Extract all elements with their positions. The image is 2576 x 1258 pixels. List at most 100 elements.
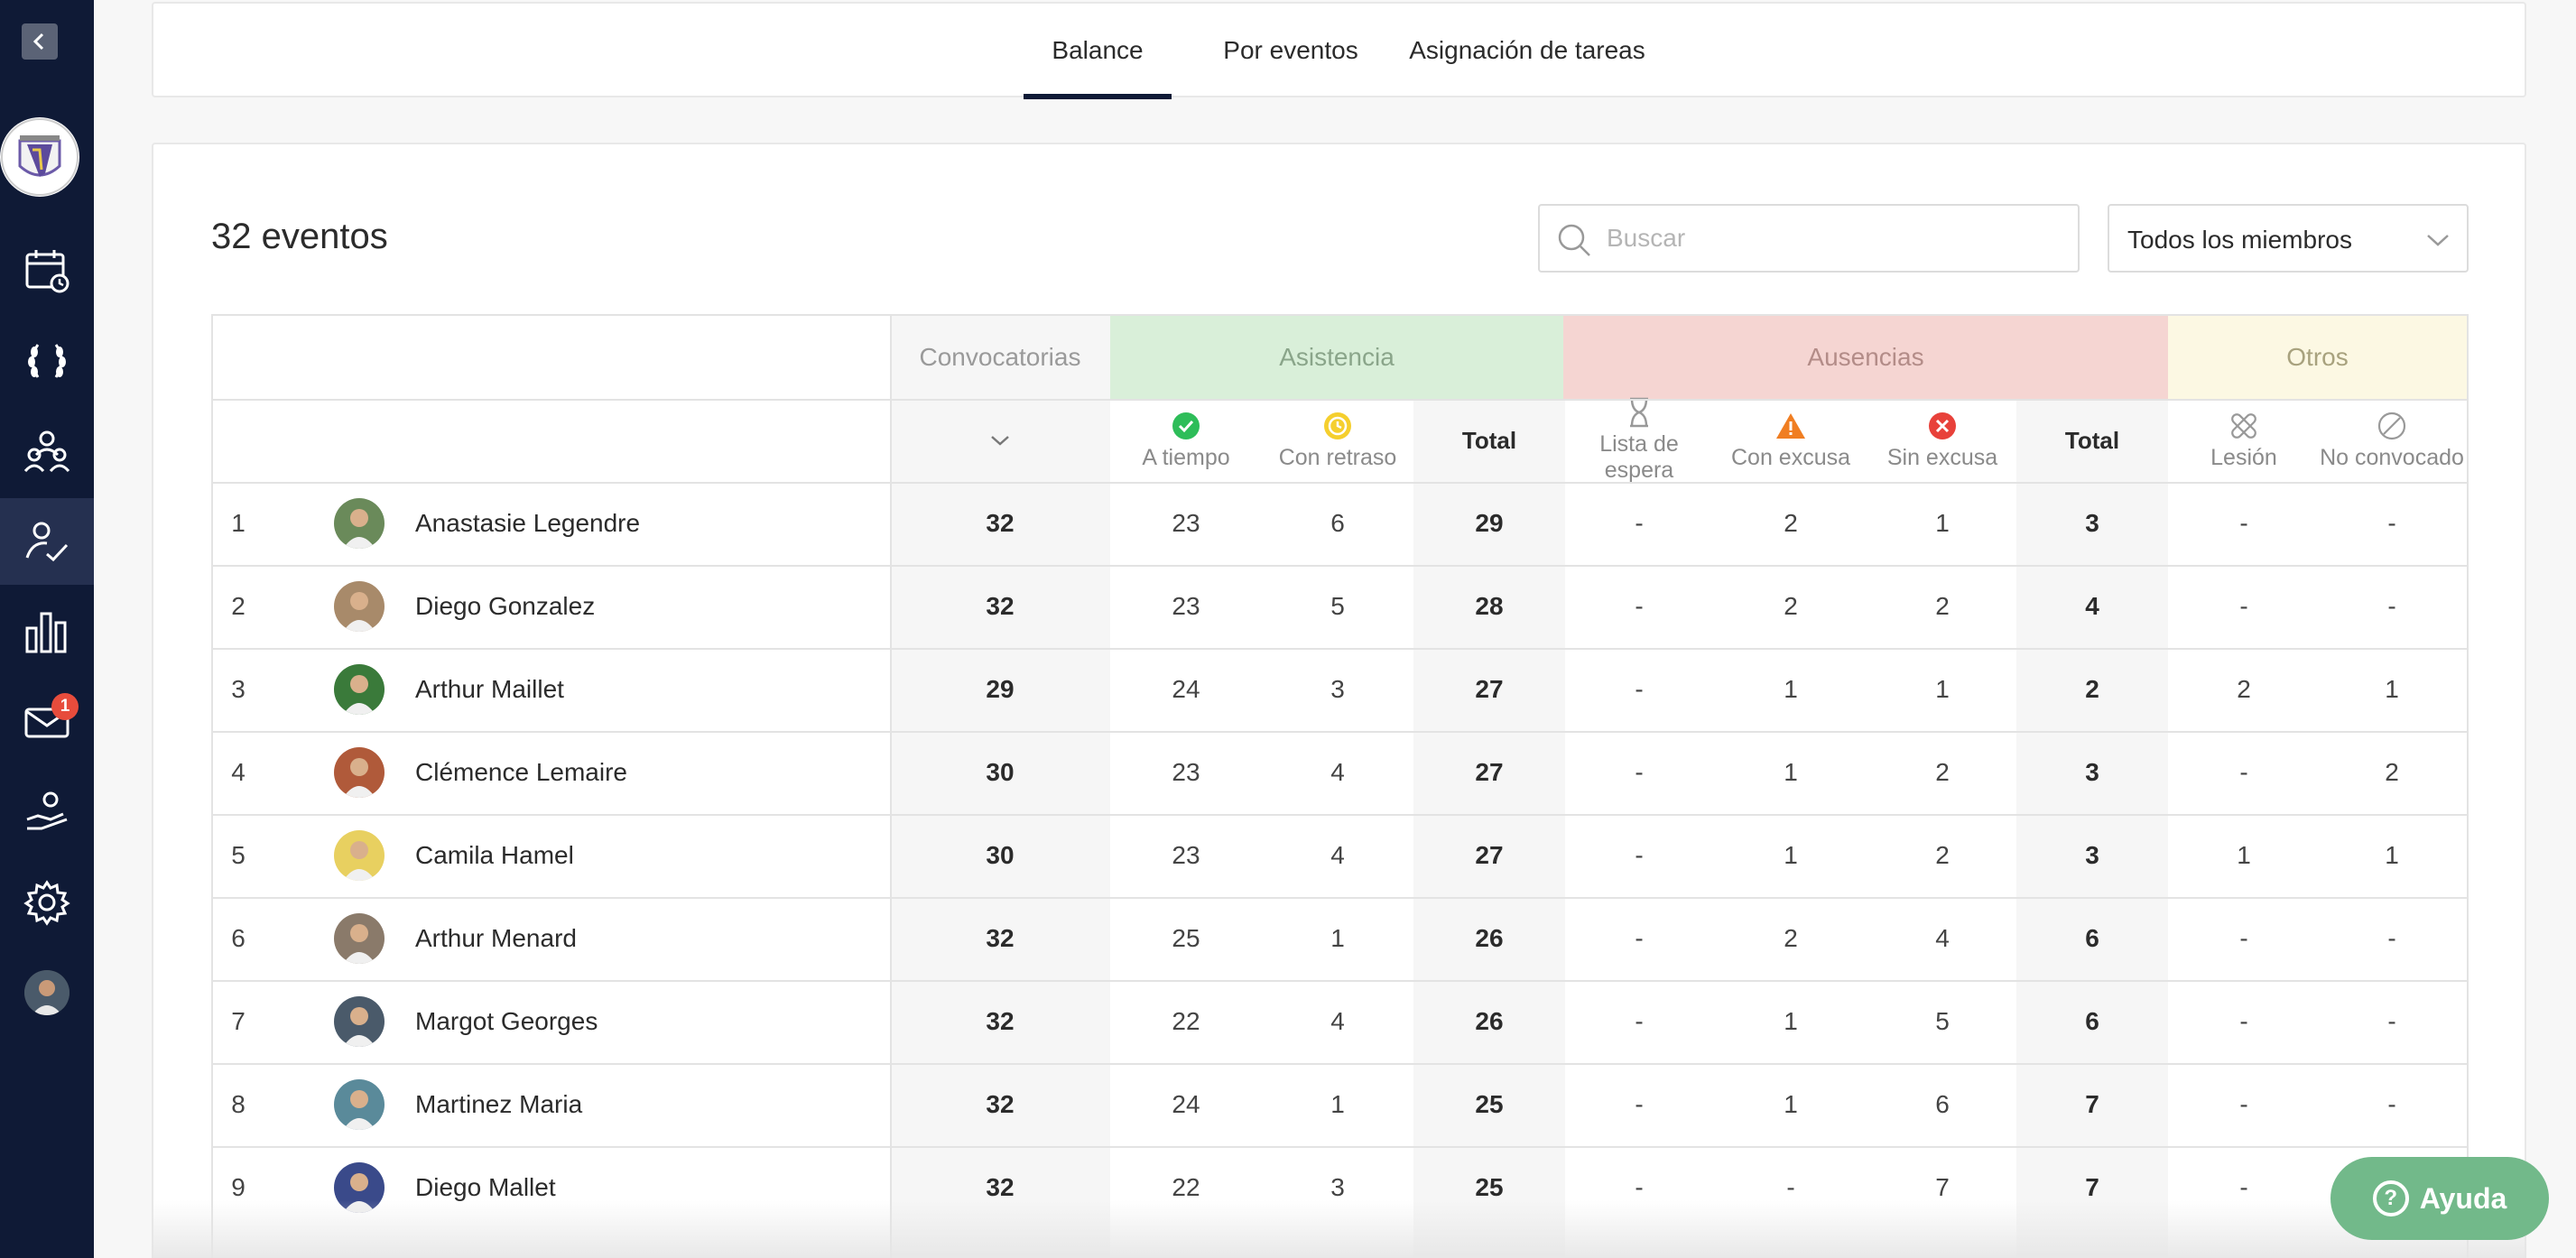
subheader-no-convocado-label: No convocado [2320, 444, 2464, 470]
table-row[interactable]: 1 Anastasie Legendre 32 23 6 29 - 2 1 3 - - [213, 482, 2467, 565]
club-crest-icon [1, 118, 79, 196]
subheader-sin-excusa-label: Sin excusa [1886, 444, 1998, 470]
cell-no-convocado: 1 [2385, 675, 2399, 703]
player-name[interactable]: Camila Hamel [415, 841, 574, 869]
row-rank: 5 [231, 841, 246, 869]
cell-con-excusa: 1 [1784, 1090, 1798, 1118]
cell-total-asistencia: 27 [1475, 758, 1504, 786]
cell-lesion: - [2239, 509, 2248, 537]
tab-asignacion-tareas-label: Asignación de tareas [1409, 36, 1645, 64]
subheader-lesion: Lesión [2168, 399, 2320, 482]
settings-icon [23, 880, 70, 926]
club-logo[interactable] [0, 117, 79, 197]
team-icon [23, 430, 70, 473]
player-name[interactable]: Margot Georges [415, 1007, 598, 1035]
cell-no-convocado: - [2387, 509, 2396, 537]
table-row[interactable]: 6 Arthur Menard 32 25 1 26 - 2 4 6 - - [213, 897, 2467, 980]
cell-lesion: - [2239, 1090, 2248, 1118]
cell-no-convocado: - [2387, 924, 2396, 952]
help-button[interactable]: ? Ayuda [2330, 1157, 2549, 1240]
ban-icon [2377, 412, 2406, 439]
help-icon: ? [2372, 1180, 2409, 1216]
notification-badge: 1 [51, 693, 79, 720]
cell-sin-excusa: 1 [1935, 675, 1950, 703]
balance-panel: 32 eventos Todos los miembros Convocator… [152, 143, 2526, 1258]
cell-con-excusa: 1 [1784, 1007, 1798, 1035]
table-row[interactable]: 5 Camila Hamel 30 23 4 27-1 2 3 1 1 [213, 814, 2467, 897]
cell-convocatorias: 32 [986, 1007, 1015, 1035]
search-input[interactable] [1607, 218, 2058, 258]
subheader-a-tiempo: A tiempo [1110, 399, 1262, 482]
table-row[interactable]: 4 Clémence Lemaire 30 23 4 27-1 2 3-2 [213, 731, 2467, 814]
sidebar-item-team[interactable] [0, 408, 94, 495]
event-count: 32 eventos [211, 217, 388, 256]
cell-convocatorias: 30 [986, 758, 1015, 786]
cell-lista-espera: - [1635, 1007, 1644, 1035]
sidebar-item-profile[interactable] [0, 949, 94, 1036]
cell-lesion: - [2239, 924, 2248, 952]
cell-con-retraso: 4 [1330, 758, 1345, 786]
cell-convocatorias: 29 [986, 675, 1015, 703]
row-rank: 4 [231, 758, 246, 786]
player-avatar [334, 913, 385, 964]
sort-convocatorias-button[interactable] [890, 399, 1110, 482]
total-asistencia-column-bg [1413, 316, 1565, 1258]
convocatorias-column-bg [890, 316, 1110, 1258]
sidebar-item-calendar[interactable] [0, 227, 94, 314]
balance-table: Convocatorias Asistencia Ausencias Otros… [211, 314, 2469, 1258]
cell-sin-excusa: 7 [1935, 1173, 1950, 1201]
sidebar-item-competitions[interactable] [0, 318, 94, 404]
back-button[interactable] [22, 23, 58, 60]
cell-no-convocado: 2 [2385, 758, 2399, 786]
cell-no-convocado: 1 [2385, 841, 2399, 869]
member-filter-dropdown[interactable]: Todos los miembros [2108, 204, 2469, 273]
player-avatar [334, 996, 385, 1047]
cell-a-tiempo: 23 [1172, 509, 1200, 537]
cell-a-tiempo: 22 [1172, 1173, 1200, 1201]
chevron-down-icon [2427, 235, 2449, 246]
player-name[interactable]: Anastasie Legendre [415, 509, 641, 537]
player-avatar [334, 747, 385, 798]
player-name[interactable]: Martinez Maria [415, 1090, 583, 1118]
tab-por-eventos-label: Por eventos [1223, 36, 1358, 64]
tabs-bar: Balance Por eventos Asignación de tareas [152, 2, 2526, 99]
cell-total-ausencias: 2 [2085, 675, 2099, 703]
chevron-down-icon [991, 436, 1009, 446]
row-divider [213, 980, 2467, 982]
cell-total-ausencias: 6 [2085, 924, 2099, 952]
sidebar-item-settings[interactable] [0, 859, 94, 946]
player-name[interactable]: Clémence Lemaire [415, 758, 627, 786]
cell-no-convocado: - [2387, 1090, 2396, 1118]
tab-balance[interactable]: Balance [1024, 4, 1172, 99]
player-name[interactable]: Diego Mallet [415, 1173, 556, 1201]
tab-asignacion-tareas[interactable]: Asignación de tareas [1390, 4, 1664, 97]
sidebar-item-volunteers[interactable] [0, 769, 94, 856]
table-row[interactable]: 3 Arthur Maillet 29 24 3 27 - 1 1 2 2 1 [213, 648, 2467, 731]
sidebar-item-messages[interactable]: 1 [0, 679, 94, 765]
clock-late-icon [1324, 412, 1351, 439]
sidebar-item-attendance[interactable] [0, 498, 94, 585]
cell-con-excusa: 1 [1784, 675, 1798, 703]
cell-a-tiempo: 23 [1172, 758, 1200, 786]
sidebar-item-stats[interactable] [0, 588, 94, 675]
player-name[interactable]: Arthur Maillet [415, 675, 564, 703]
cell-con-retraso: 1 [1330, 1090, 1345, 1118]
cell-no-convocado: - [2387, 1007, 2396, 1035]
cell-a-tiempo: 24 [1172, 675, 1200, 703]
search-box[interactable] [1538, 204, 2080, 273]
tab-por-eventos[interactable]: Por eventos [1191, 4, 1390, 97]
cell-sin-excusa: 4 [1935, 924, 1950, 952]
row-divider [213, 731, 2467, 733]
cell-total-ausencias: 3 [2085, 841, 2099, 869]
row-rank: 1 [231, 509, 246, 537]
cell-total-asistencia: 28 [1475, 592, 1504, 620]
cell-lista-espera: - [1635, 841, 1644, 869]
table-row[interactable]: 8 Martinez Maria 32 24 1 25 - 1 6 7 - - [213, 1063, 2467, 1146]
table-row[interactable]: 7 Margot Georges 32 22 4 26 - 1 5 6 - - [213, 980, 2467, 1063]
player-name[interactable]: Diego Gonzalez [415, 592, 596, 620]
table-row[interactable]: 2 Diego Gonzalez 32 23 5 28 - 2 2 4 - - [213, 565, 2467, 648]
cell-total-asistencia: 25 [1475, 1173, 1504, 1201]
player-name[interactable]: Arthur Menard [415, 924, 577, 952]
subheader-con-excusa: Con excusa [1715, 399, 1867, 482]
back-icon [32, 32, 44, 51]
